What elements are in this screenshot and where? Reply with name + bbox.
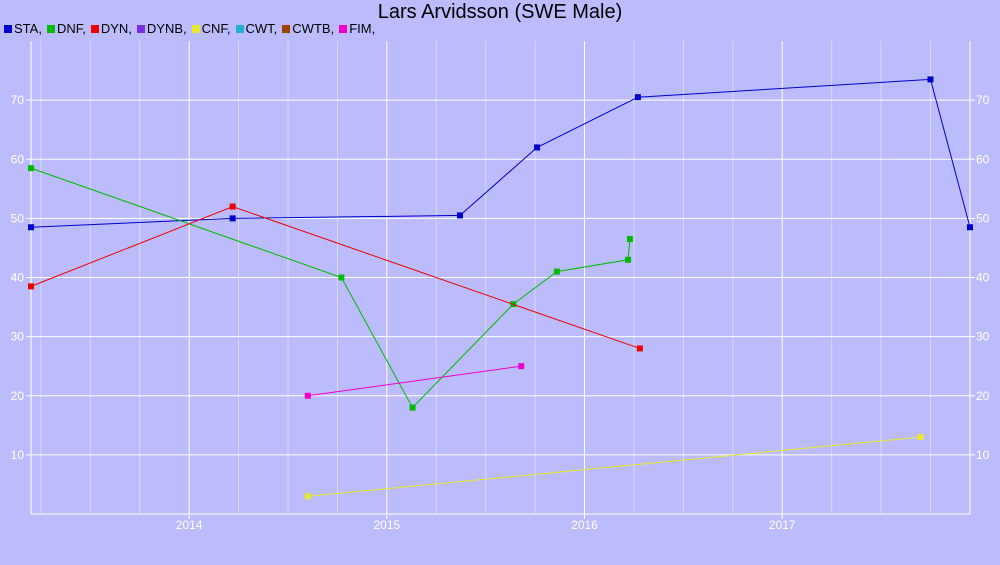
y-tick-label: 30 (11, 330, 25, 344)
legend-label: DYNB, (146, 21, 187, 36)
y-tick-label-right: 30 (976, 330, 990, 344)
data-point (625, 256, 632, 263)
y-tick-label-right: 50 (976, 211, 990, 225)
data-point (636, 345, 643, 352)
y-tick-label: 20 (11, 389, 25, 403)
y-tick-label-right: 20 (976, 389, 990, 403)
legend-label: CWTB, (292, 21, 335, 36)
x-tick-label: 2017 (769, 518, 796, 532)
series-line (30, 167, 631, 409)
x-tick-label: 2016 (571, 518, 598, 532)
data-point (927, 76, 934, 83)
series-line (30, 78, 971, 228)
data-point (229, 203, 236, 210)
y-tick-label-right: 10 (976, 448, 990, 462)
data-point (626, 236, 633, 243)
series-line (307, 365, 522, 397)
legend-swatch (136, 24, 145, 33)
legend-item: FIM, (339, 21, 375, 36)
legend-item: DYNB, (136, 21, 187, 36)
data-point (229, 215, 236, 222)
y-tick-label: 40 (11, 271, 25, 285)
y-tick-label: 60 (11, 152, 25, 166)
legend-label: DNF, (56, 21, 86, 36)
data-point (917, 434, 924, 441)
legend-swatch (4, 24, 12, 33)
data-point (28, 165, 34, 172)
data-point (534, 144, 541, 151)
legend-swatch (90, 24, 99, 33)
legend-item: CWTB, (282, 21, 334, 36)
legend-swatch (235, 24, 244, 33)
y-tick-label-right: 70 (976, 93, 990, 107)
data-point (409, 404, 416, 411)
legend-label: DYN, (100, 21, 132, 36)
legend: STA, DNF, DYN, DYNB, CNF, CWT, CWTB, FIM, (4, 21, 380, 36)
legend-label: STA, (14, 21, 42, 36)
y-tick-label: 50 (11, 211, 25, 225)
data-point (28, 224, 34, 231)
data-point (967, 224, 973, 231)
y-tick-label: 10 (11, 448, 25, 462)
legend-item: DNF, (46, 21, 86, 36)
series-line (307, 436, 921, 497)
chart-title: Lars Arvidsson (SWE Male) (377, 1, 623, 23)
legend-item: STA, (4, 21, 42, 36)
data-point (553, 268, 560, 275)
legend-item: DYN, (90, 21, 132, 36)
legend-label: CWT, (245, 21, 278, 36)
legend-item: CNF, (191, 21, 231, 36)
data-point (304, 392, 311, 399)
legend-item: CWT, (235, 21, 278, 36)
legend-swatch (339, 24, 348, 33)
legend-label: CNF, (201, 21, 231, 36)
y-tick-label-right: 60 (976, 152, 990, 166)
data-point (634, 94, 641, 101)
legend-label: FIM, (349, 21, 376, 36)
legend-swatch (282, 24, 291, 33)
data-point (518, 363, 525, 370)
y-tick-label-right: 40 (976, 271, 990, 285)
x-tick-label: 2015 (373, 518, 400, 532)
legend-swatch (191, 24, 200, 33)
y-tick-label: 70 (11, 93, 25, 107)
legend-swatch (46, 24, 55, 33)
data-point (456, 212, 463, 219)
data-point (28, 283, 34, 290)
data-point (304, 493, 311, 500)
x-tick-label: 2014 (176, 518, 203, 532)
data-point (338, 274, 345, 281)
